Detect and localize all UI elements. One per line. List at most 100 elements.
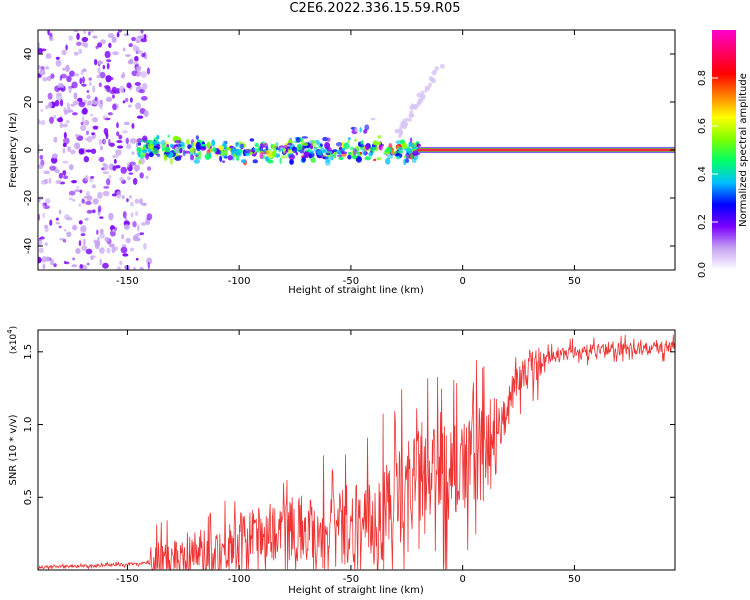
spectral-blob xyxy=(140,38,148,43)
spectral-blob xyxy=(74,142,81,150)
spectral-blob xyxy=(182,149,186,157)
spectral-blob xyxy=(66,231,72,238)
spectral-blob xyxy=(98,82,102,88)
spectral-blob xyxy=(92,198,99,205)
spectral-blob xyxy=(259,152,264,160)
spectral-blob xyxy=(222,149,229,156)
spectral-blob xyxy=(120,88,125,94)
spectral-blob xyxy=(134,198,140,204)
spectral-blob xyxy=(428,76,434,81)
colorbar-tick-label: 0.4 xyxy=(697,166,708,182)
spectral-blob xyxy=(69,70,75,77)
spectral-blob xyxy=(63,229,67,232)
spectral-blob xyxy=(133,164,141,172)
spectral-blob xyxy=(100,39,106,45)
spectral-blob xyxy=(259,143,265,149)
spectral-blob xyxy=(84,217,89,221)
spectral-blob xyxy=(122,100,126,104)
snr-frame xyxy=(37,329,676,571)
spectral-blob xyxy=(354,139,357,142)
spectral-blob xyxy=(76,41,82,47)
spectral-blob xyxy=(87,100,92,106)
spectral-blob xyxy=(100,145,103,151)
spectral-blob xyxy=(43,178,49,184)
spectral-blob xyxy=(115,149,122,156)
spectrogram-feature-4 xyxy=(417,146,675,154)
spectral-blob xyxy=(131,123,135,129)
spectral-blob xyxy=(62,147,66,154)
snr-y-axis-label: SNR (10 * v/v) xyxy=(8,414,19,485)
spectral-blob xyxy=(83,196,88,199)
spectral-blob xyxy=(86,262,90,266)
spectral-blob xyxy=(244,148,251,154)
spectrogram-panel: -150 -100 -50 0 50 -40 -20 0 20 40 Height of str… xyxy=(8,29,676,296)
spectral-blob xyxy=(73,92,78,100)
spectral-blob xyxy=(85,149,92,153)
spectral-blob xyxy=(106,62,110,70)
spectral-blob xyxy=(74,189,81,193)
spectrogram-y-axis-label: Frequency (Hz) xyxy=(8,112,19,188)
spectral-blob xyxy=(401,125,405,129)
spectral-blob xyxy=(151,147,159,155)
spectral-blob xyxy=(397,128,403,133)
spectral-blob xyxy=(337,154,343,158)
spectral-blob xyxy=(145,175,149,180)
spectral-blob xyxy=(113,158,117,164)
spectral-blob xyxy=(195,141,202,150)
spectral-blob xyxy=(105,132,108,137)
spectral-blob xyxy=(75,134,79,138)
spectral-blob xyxy=(39,69,46,76)
spectral-blob xyxy=(230,147,236,154)
spectral-blob xyxy=(97,100,104,107)
spectral-blob xyxy=(102,64,106,70)
spectral-blob xyxy=(70,103,76,107)
spectral-blob xyxy=(295,136,301,143)
colorbar-tick-label: 0.2 xyxy=(697,214,708,230)
spectral-blob xyxy=(123,121,130,126)
spectral-blob xyxy=(127,59,134,65)
spectral-blob xyxy=(194,156,202,160)
spectral-blob xyxy=(112,51,119,56)
spectral-blob xyxy=(92,85,96,93)
spectral-blob xyxy=(375,144,379,152)
spectral-blob xyxy=(365,143,370,150)
spectral-blob xyxy=(94,96,98,102)
spectral-blob xyxy=(141,53,146,58)
spectral-blob xyxy=(106,59,112,63)
spectral-blob xyxy=(141,202,147,206)
spectral-blob xyxy=(76,32,80,41)
spectral-blob xyxy=(140,266,144,270)
spectral-blob xyxy=(104,236,110,242)
spectral-blob xyxy=(66,75,72,83)
spectral-blob xyxy=(278,145,285,148)
spectral-blob xyxy=(428,82,432,87)
spectral-blob xyxy=(376,157,382,161)
spectral-blob xyxy=(325,156,331,163)
spectral-blob xyxy=(86,130,89,135)
spectral-blob xyxy=(139,172,144,179)
spectral-blob xyxy=(88,31,91,36)
spectral-blob xyxy=(111,193,117,197)
spectral-blob xyxy=(140,30,144,34)
spectral-blob xyxy=(96,229,99,235)
spectral-blob xyxy=(310,150,314,154)
spectral-blob xyxy=(97,205,102,213)
spectral-blob xyxy=(315,139,320,144)
snr-multiplier: (x104) xyxy=(6,326,19,354)
spectral-blob xyxy=(113,90,121,94)
spectral-blob xyxy=(275,147,281,151)
spectral-blob xyxy=(121,195,125,199)
spectral-blob xyxy=(91,132,95,136)
spectral-blob xyxy=(91,209,96,214)
spectral-blob xyxy=(47,30,50,36)
spectral-blob xyxy=(364,124,370,131)
spectral-blob xyxy=(78,203,82,208)
spectral-blob xyxy=(104,50,111,59)
spectral-blob xyxy=(186,138,190,146)
spectral-blob xyxy=(129,195,132,199)
spectral-blob xyxy=(55,217,59,221)
spectral-blob xyxy=(99,232,105,239)
spectral-blob xyxy=(439,63,445,69)
colorbar-tick-label: 0.6 xyxy=(697,118,708,134)
spectral-blob xyxy=(103,186,110,189)
